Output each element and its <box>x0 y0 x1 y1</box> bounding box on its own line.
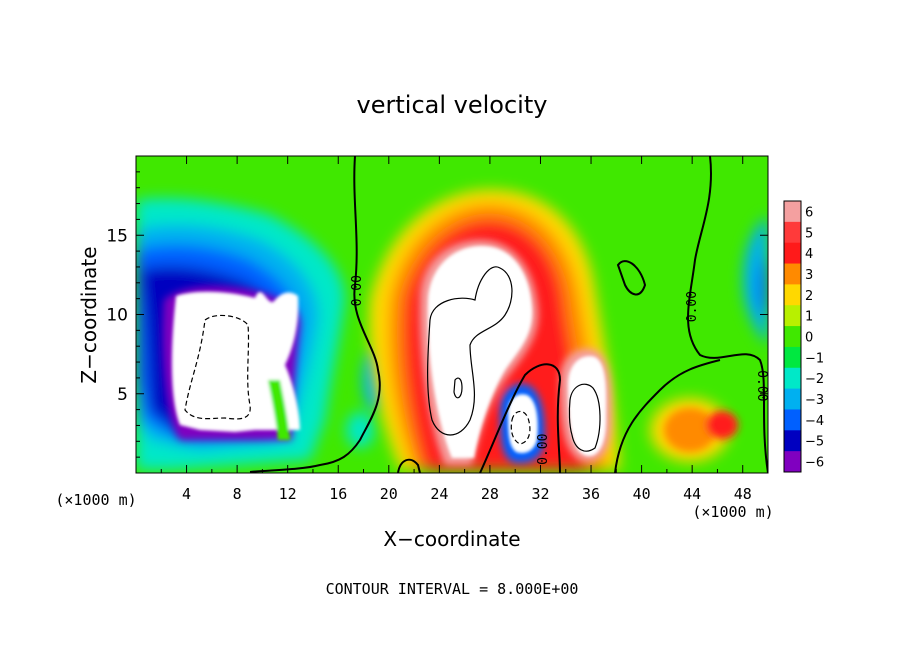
x-tick-label: 8 <box>233 485 242 503</box>
colorbar-labels: 6 5 4 3 2 1 0 −1 −2 −3 −4 −5 −6 <box>805 205 824 470</box>
colorbar-frame <box>783 200 802 473</box>
colorbar-swatch <box>784 242 801 265</box>
colorbar-label: −1 <box>805 351 824 366</box>
colorbar <box>783 200 802 473</box>
colorbar-swatch <box>784 305 801 327</box>
contour-labels: 0.00 0.00 0.00 0.00 <box>350 275 769 465</box>
positive-contour-line <box>427 266 513 436</box>
colorbar-swatch <box>784 346 801 369</box>
x-tick-label: 44 <box>683 485 701 503</box>
contour-interval-text: CONTOUR INTERVAL = 8.000E+00 <box>326 580 579 598</box>
y-tick-labels: 5 10 15 <box>106 226 128 405</box>
x-tick-label: 36 <box>582 485 600 503</box>
zero-contour-line <box>616 260 647 296</box>
x-tick-label: 16 <box>329 485 347 503</box>
y-unit-label: (×1000 m) <box>55 491 136 509</box>
colorbar-label: 6 <box>805 205 813 220</box>
x-unit-label: (×1000 m) <box>692 503 773 521</box>
zero-contour-line <box>687 156 768 473</box>
x-tick-label: 48 <box>734 485 752 503</box>
x-tick-label: 24 <box>430 485 448 503</box>
x-tick-label: 40 <box>633 485 651 503</box>
x-tick-label: 28 <box>481 485 499 503</box>
colorbar-label: −2 <box>805 372 824 387</box>
contour-label: 0.00 <box>536 434 551 465</box>
colorbar-label: 5 <box>805 226 813 241</box>
negative-contour-line <box>184 314 251 420</box>
colorbar-swatch <box>784 409 801 431</box>
y-axis-label: Z−coordinate <box>77 246 101 383</box>
y-tick-label: 15 <box>106 226 128 246</box>
colorbar-label: −5 <box>805 435 824 450</box>
colorbar-swatch <box>784 430 801 452</box>
x-tick-label: 4 <box>182 485 191 503</box>
positive-contour-line <box>453 377 463 399</box>
colorbar-swatch <box>784 367 801 390</box>
plot-field <box>136 156 768 473</box>
contour-label: 0.00 <box>350 275 365 306</box>
colorbar-label: −3 <box>805 393 824 408</box>
colorbar-swatch <box>784 263 801 285</box>
zero-contour-line <box>614 359 721 473</box>
colorbar-label: 0 <box>805 331 813 346</box>
colorbar-label: −6 <box>805 456 824 471</box>
x-ticks <box>160 156 744 473</box>
x-tick-label: 20 <box>380 485 398 503</box>
colorbar-label: 1 <box>805 310 813 325</box>
zero-contour-line <box>249 156 381 473</box>
x-axis-label: X−coordinate <box>383 527 520 551</box>
positive-contour-line <box>568 383 601 452</box>
colorbar-swatch <box>784 388 801 410</box>
x-tick-label: 32 <box>531 485 549 503</box>
contour-label: 0.00 <box>685 291 700 322</box>
y-tick-label: 10 <box>106 306 128 326</box>
colorbar-label: 4 <box>805 247 813 262</box>
x-tick-label: 12 <box>279 485 297 503</box>
chart-title: vertical velocity <box>357 91 548 119</box>
zero-contour-line <box>479 363 562 473</box>
colorbar-label: −4 <box>805 414 824 429</box>
x-tick-labels: 4 8 12 16 20 24 28 32 36 40 44 48 <box>182 485 752 503</box>
colorbar-label: 3 <box>805 268 813 283</box>
colorbar-swatch <box>784 284 801 306</box>
colorbar-swatch <box>784 451 801 473</box>
contour-lines <box>184 156 768 473</box>
colorbar-swatch <box>784 221 801 244</box>
y-ticks <box>136 171 768 458</box>
contour-label: 0.00 <box>754 370 769 401</box>
colorbar-label: 2 <box>805 289 813 304</box>
zero-contour-line <box>397 458 421 473</box>
negative-contour-line <box>510 410 531 445</box>
colorbar-swatch <box>784 201 801 223</box>
y-tick-label: 5 <box>117 385 128 405</box>
colorbar-swatch <box>784 326 801 348</box>
